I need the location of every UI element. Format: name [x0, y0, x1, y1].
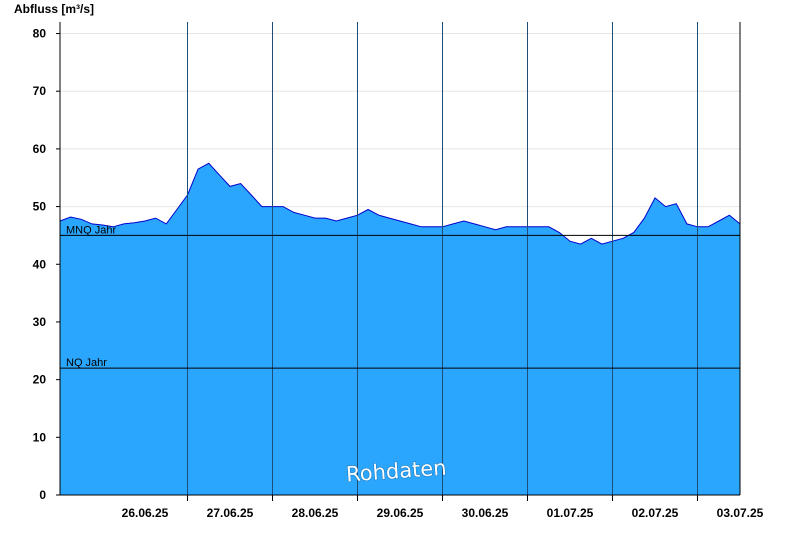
- y-tick-label: 80: [33, 27, 47, 41]
- y-tick-label: 20: [33, 373, 47, 387]
- watermark-label: Rohdaten: [345, 456, 447, 487]
- y-tick-label: 0: [39, 488, 46, 502]
- reference-line-label: MNQ Jahr: [66, 224, 116, 236]
- y-axis-ticks: 0 10 20 30 40 50 60 70 80: [33, 27, 60, 502]
- y-tick-label: 70: [33, 84, 47, 98]
- x-tick-label: 26.06.25: [122, 506, 169, 520]
- x-tick-label: 30.06.25: [462, 506, 509, 520]
- day-dividers: [187, 22, 698, 495]
- y-tick-label: 30: [33, 315, 47, 329]
- y-axis-title: Abfluss [m³/s]: [14, 2, 94, 16]
- x-tick-label: 27.06.25: [207, 506, 254, 520]
- y-tick-label: 10: [33, 430, 47, 444]
- x-tick-label: 01.07.25: [547, 506, 594, 520]
- reference-lines: MNQ Jahr NQ Jahr: [60, 224, 740, 369]
- y-tick-label: 50: [33, 200, 47, 214]
- x-tick-label: 03.07.25: [717, 506, 764, 520]
- y-tick-label: 60: [33, 142, 47, 156]
- x-axis-ticks: 26.06.25 27.06.25 28.06.25 29.06.25 30.06.25…: [122, 495, 764, 520]
- reference-line-label: NQ Jahr: [66, 357, 107, 369]
- x-tick-label: 02.07.25: [632, 506, 679, 520]
- axes: [59, 22, 741, 496]
- x-tick-label: 29.06.25: [377, 506, 424, 520]
- discharge-line: [59, 162, 741, 245]
- x-tick-label: 28.06.25: [292, 506, 339, 520]
- discharge-area: [60, 163, 740, 496]
- y-tick-label: 40: [33, 257, 47, 271]
